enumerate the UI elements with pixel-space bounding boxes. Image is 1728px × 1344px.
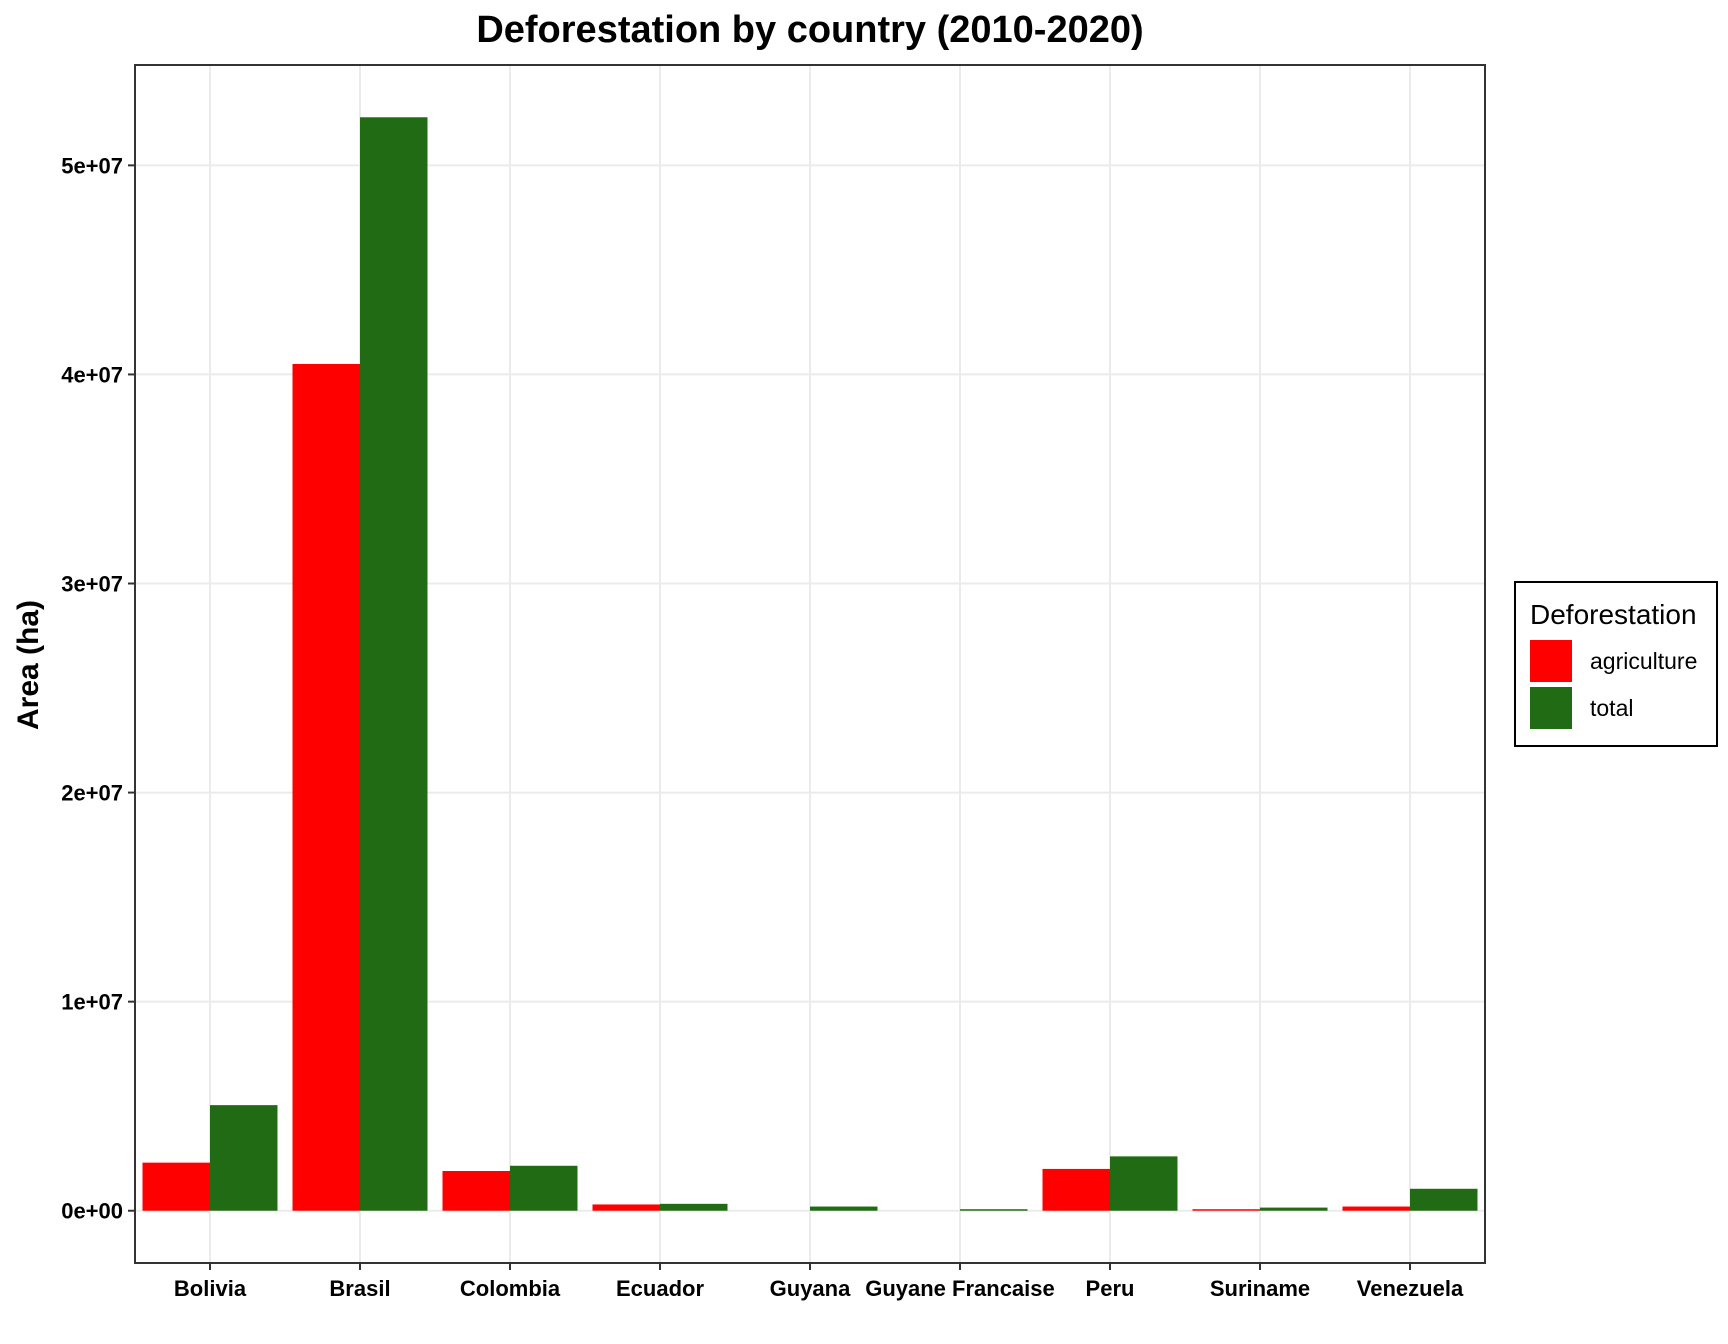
y-tick-label: 3e+07: [61, 572, 123, 597]
x-tick-label: Brasil: [329, 1276, 390, 1301]
bar-agriculture-venezuela: [1342, 1206, 1410, 1211]
bar-total-suriname: [1260, 1207, 1328, 1211]
bar-total-peru: [1110, 1156, 1178, 1211]
legend-label-total: total: [1590, 695, 1633, 721]
legend-key-total: [1530, 687, 1572, 729]
y-tick-label: 4e+07: [61, 362, 123, 387]
y-tick-label: 0e+00: [61, 1199, 123, 1224]
x-tick-label: Bolivia: [174, 1276, 247, 1301]
legend-label-agriculture: agriculture: [1590, 648, 1697, 674]
x-tick-label: Guyane Francaise: [865, 1276, 1055, 1301]
y-tick-label: 1e+07: [61, 990, 123, 1015]
bar-agriculture-colombia: [442, 1171, 510, 1211]
bar-agriculture-brasil: [292, 363, 360, 1211]
bar-total-colombia: [510, 1165, 578, 1211]
bar-total-guyane-francaise: [960, 1209, 1028, 1211]
bar-agriculture-ecuador: [592, 1204, 660, 1211]
legend: Deforestation agriculture total: [1514, 581, 1718, 747]
x-tick-label: Peru: [1086, 1276, 1135, 1301]
x-tick-label: Venezuela: [1357, 1276, 1464, 1301]
legend-title: Deforestation: [1530, 599, 1697, 630]
chart-title: Deforestation by country (2010-2020): [476, 9, 1143, 51]
x-tick-label: Guyana: [770, 1276, 851, 1301]
y-axis-title: Area (ha): [12, 600, 45, 730]
bar-agriculture-bolivia: [142, 1162, 210, 1211]
bar-agriculture-suriname: [1192, 1209, 1260, 1211]
bar-total-bolivia: [210, 1105, 278, 1211]
legend-key-agriculture: [1530, 640, 1572, 682]
x-tick-label: Ecuador: [616, 1276, 704, 1301]
bar-total-ecuador: [660, 1203, 728, 1211]
legend-entries: agriculture total: [1530, 640, 1697, 729]
x-tick-label: Colombia: [460, 1276, 561, 1301]
plot-area: 0e+00 1e+07 2e+07 3e+07 4e+07 5e+07 Bolivia Bra…: [61, 64, 1486, 1301]
bar-agriculture-peru: [1042, 1168, 1110, 1211]
bar-total-brasil: [360, 117, 428, 1211]
x-tick-label: Suriname: [1210, 1276, 1310, 1301]
y-tick-label: 5e+07: [61, 153, 123, 178]
y-tick-label: 2e+07: [61, 781, 123, 806]
bar-total-guyana: [810, 1206, 878, 1211]
bar-total-venezuela: [1410, 1188, 1478, 1211]
